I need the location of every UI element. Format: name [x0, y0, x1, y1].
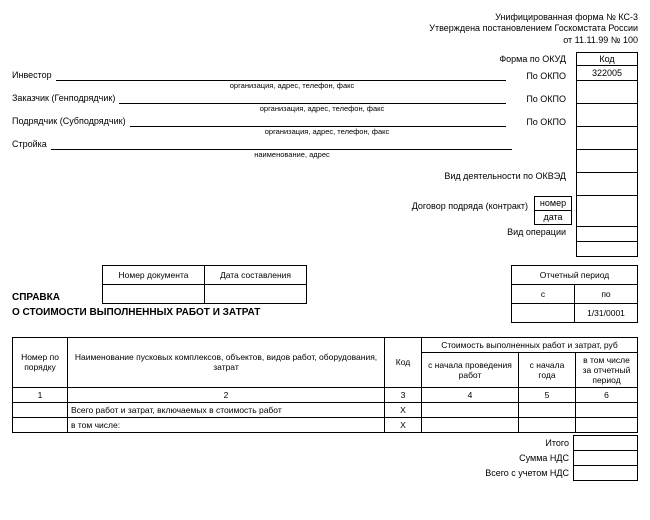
podryadchik-label: Подрядчик (Субподрядчик)	[12, 116, 130, 127]
period-s: с	[512, 284, 575, 303]
investor-line	[56, 69, 506, 81]
header-line2: Утверждена постановлением Госкомстата Ро…	[12, 23, 638, 34]
okud-cell: 322005	[576, 66, 638, 81]
row2-c2: в том числе:	[68, 417, 385, 432]
nomer-box: номер	[534, 196, 572, 211]
vidop-cell	[576, 242, 638, 257]
okpo-cell-2	[576, 104, 638, 127]
period-head: Отчетный период	[512, 265, 638, 284]
vsego-box	[573, 466, 638, 481]
podryadchik-line	[130, 115, 506, 127]
col-1: Номер по порядку	[13, 337, 68, 387]
nds-box	[573, 451, 638, 466]
investor-label: Инвестор	[12, 70, 56, 81]
zakazchik-label: Заказчик (Генподрядчик)	[12, 93, 119, 104]
data-sost-cell	[205, 284, 307, 303]
header-line3: от 11.11.99 № 100	[12, 35, 638, 46]
kod-head: Код	[576, 52, 638, 66]
header-line1: Унифицированная форма № КС-3	[12, 12, 638, 23]
row2-c6	[576, 417, 638, 432]
form-header: Унифицированная форма № КС-3 Утверждена …	[12, 12, 638, 46]
data-sost-head: Дата составления	[205, 265, 307, 284]
okpo-label-2: По ОКПО	[506, 94, 572, 104]
itogo-label: Итого	[545, 438, 573, 448]
itogo-box	[573, 435, 638, 451]
nds-label: Сумма НДС	[519, 453, 573, 463]
okved-label: Вид деятельности по ОКВЭД	[444, 171, 572, 181]
col-3: Код	[385, 337, 422, 387]
okpo-label-3: По ОКПО	[506, 117, 572, 127]
period-table: Отчетный период с по 1/31/0001	[511, 265, 638, 323]
row1-c5	[519, 402, 576, 417]
num-2: 2	[68, 387, 385, 402]
row2-c4	[422, 417, 519, 432]
okud-label: Форма по ОКУД	[499, 54, 572, 64]
num-3: 3	[385, 387, 422, 402]
col-4b: с начала года	[519, 352, 576, 387]
num-5: 5	[519, 387, 576, 402]
vidop-label: Вид операции	[507, 227, 572, 237]
row2-c5	[519, 417, 576, 432]
row1-c4	[422, 402, 519, 417]
okpo-cell-1	[576, 81, 638, 104]
row2-c3: Х	[385, 417, 422, 432]
nomer-doc-cell	[103, 284, 205, 303]
zakazchik-line	[119, 92, 506, 104]
col-4: Стоимость выполненных работ и затрат, ру…	[422, 337, 638, 352]
vsego-label: Всего с учетом НДС	[485, 468, 573, 478]
num-6: 6	[576, 387, 638, 402]
investor-caption: организация, адрес, телефон, факс	[72, 81, 512, 90]
num-4: 4	[422, 387, 519, 402]
contract-nomer-cell	[576, 196, 638, 227]
period-po: по	[575, 284, 638, 303]
okpo-cell-3	[576, 127, 638, 150]
doc-mini-table: Номер документа Дата составления	[102, 265, 307, 304]
row1-c3: Х	[385, 402, 422, 417]
stroika-caption: наименование, адрес	[72, 150, 512, 159]
data-box: дата	[534, 211, 572, 225]
num-1: 1	[13, 387, 68, 402]
period-po-cell: 1/31/0001	[575, 303, 638, 322]
col-4c: в том числе за отчетный период	[576, 352, 638, 387]
row1-c1	[13, 402, 68, 417]
col-4a: с начала проведения работ	[422, 352, 519, 387]
okved-cell	[576, 173, 638, 196]
spravka-title: СПРАВКА	[12, 292, 60, 303]
podryadchik-caption: организация, адрес, телефон, факс	[142, 127, 512, 136]
stroika-cell	[576, 150, 638, 173]
row2-c1	[13, 417, 68, 432]
zakazchik-caption: организация, адрес, телефон, факс	[132, 104, 512, 113]
contract-data-cell	[576, 227, 638, 242]
col-2: Наименование пусковых комплексов, объект…	[68, 337, 385, 387]
stroika-label: Стройка	[12, 139, 51, 150]
okpo-label-1: По ОКПО	[506, 71, 572, 81]
row1-c2: Всего работ и затрат, включаемых в стоим…	[68, 402, 385, 417]
period-s-cell	[512, 303, 575, 322]
row1-c6	[576, 402, 638, 417]
main-table: Номер по порядку Наименование пусковых к…	[12, 337, 638, 433]
stroika-line	[51, 138, 512, 150]
nomer-doc-head: Номер документа	[103, 265, 205, 284]
spravka-subtitle: О СТОИМОСТИ ВЫПОЛНЕННЫХ РАБОТ И ЗАТРАТ	[12, 307, 511, 318]
contract-label: Договор подряда (контракт)	[412, 201, 534, 211]
